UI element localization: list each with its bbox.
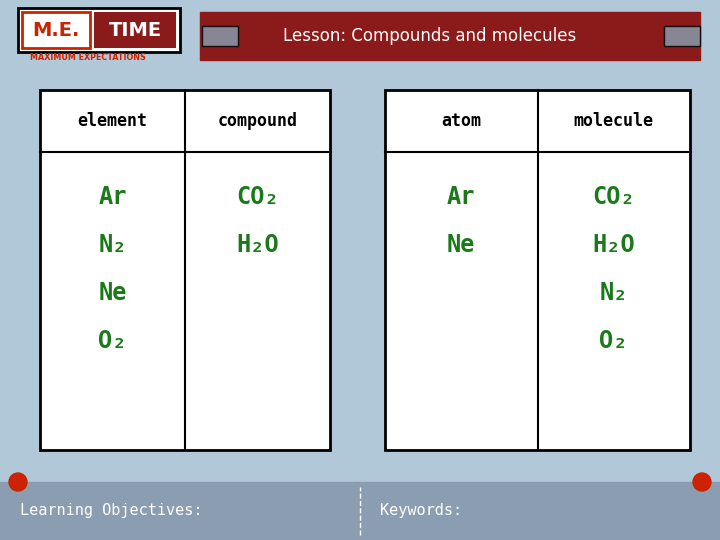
Text: N₂: N₂ xyxy=(600,281,628,305)
Bar xyxy=(0,482,720,540)
Text: Keywords:: Keywords: xyxy=(380,503,462,518)
Circle shape xyxy=(9,473,27,491)
Bar xyxy=(18,8,180,52)
Text: molecule: molecule xyxy=(574,112,654,130)
Text: element: element xyxy=(78,112,148,130)
Text: MAXIMUM EXPECTATIONS: MAXIMUM EXPECTATIONS xyxy=(30,53,146,63)
Text: Ar: Ar xyxy=(98,185,127,209)
Bar xyxy=(22,12,90,48)
Text: N₂: N₂ xyxy=(98,233,127,257)
FancyBboxPatch shape xyxy=(664,26,700,46)
Bar xyxy=(385,90,690,450)
Text: H₂O: H₂O xyxy=(593,233,635,257)
Text: CO₂: CO₂ xyxy=(593,185,635,209)
Text: atom: atom xyxy=(441,112,481,130)
Text: TIME: TIME xyxy=(109,21,161,39)
Bar xyxy=(200,12,700,60)
Text: Lesson: Compounds and molecules: Lesson: Compounds and molecules xyxy=(284,27,577,45)
Bar xyxy=(40,90,330,450)
FancyBboxPatch shape xyxy=(202,26,238,46)
Text: O₂: O₂ xyxy=(98,329,127,353)
Text: H₂O: H₂O xyxy=(236,233,279,257)
Text: Learning Objectives:: Learning Objectives: xyxy=(20,503,202,518)
Bar xyxy=(94,12,176,48)
Text: CO₂: CO₂ xyxy=(236,185,279,209)
Text: Ne: Ne xyxy=(98,281,127,305)
Circle shape xyxy=(693,473,711,491)
Text: Ar: Ar xyxy=(447,185,475,209)
Text: Ne: Ne xyxy=(447,233,475,257)
Text: M.E.: M.E. xyxy=(32,21,80,39)
Text: O₂: O₂ xyxy=(600,329,628,353)
Text: compound: compound xyxy=(217,112,297,130)
